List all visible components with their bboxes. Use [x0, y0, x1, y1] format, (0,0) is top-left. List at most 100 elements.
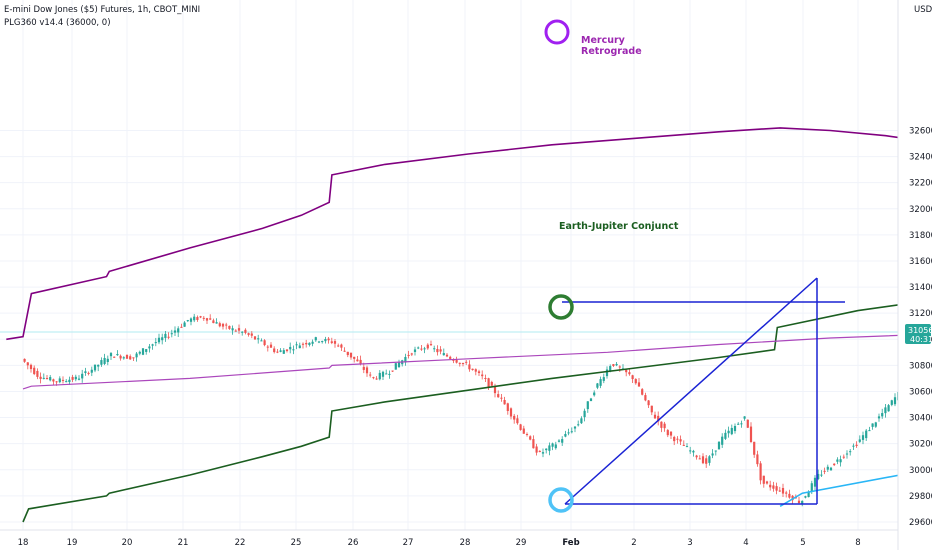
candle-body [340, 344, 343, 348]
candle-body [820, 474, 823, 476]
candle-body [177, 328, 180, 333]
mercury-line [6, 127, 932, 341]
candle-body [439, 349, 442, 352]
candle-body [420, 348, 423, 350]
candle-body [282, 350, 285, 354]
candle-body [583, 410, 586, 418]
candle-body [45, 378, 49, 380]
candle-body [836, 459, 839, 462]
candle-body [391, 370, 394, 372]
countdown-value: 40:31 [910, 335, 932, 344]
cyan-circle [548, 487, 574, 513]
time-tick-label: 5 [800, 538, 805, 548]
candle-body [151, 344, 154, 346]
candle-body [525, 434, 529, 436]
candle-body [685, 446, 689, 448]
candle-body [209, 318, 212, 320]
candle-body [33, 367, 36, 375]
mercury-retrograde-label[interactable]: Mercury Retrograde [581, 35, 642, 57]
candle-body [567, 432, 570, 434]
candle-body [516, 418, 519, 424]
candle-body [641, 389, 644, 395]
candle-body [461, 363, 465, 365]
indicator-lines [6, 127, 932, 523]
candle-body [631, 375, 634, 380]
candle-body [778, 490, 781, 492]
time-tick-label: 22 [235, 538, 246, 548]
candle-body [711, 453, 714, 456]
candle-body [692, 450, 695, 453]
candle-body [109, 353, 113, 357]
candle-body [29, 364, 33, 370]
candle-body [746, 419, 749, 428]
candle-body [509, 408, 513, 417]
candle-body [289, 346, 292, 350]
candle-body [42, 377, 45, 379]
candle-body [698, 458, 701, 460]
candle-body [170, 333, 173, 335]
time-tick-label: Feb [562, 538, 579, 548]
mercury-retrograde-circle [544, 19, 570, 45]
earth-jupiter-label[interactable]: Earth-Jupiter Conjunct [559, 221, 679, 232]
candle-body [609, 366, 612, 372]
candle-body [759, 463, 762, 481]
candle-body [234, 330, 237, 332]
candle-body [570, 431, 573, 433]
candle-body [346, 351, 349, 356]
candle-body [74, 376, 77, 380]
candle-body [458, 362, 461, 364]
candle-body [52, 379, 55, 382]
candle-body [529, 436, 532, 440]
candle-body [433, 348, 436, 350]
candle-body [772, 485, 775, 489]
candle-body [87, 372, 90, 374]
candle-body [132, 357, 135, 359]
price-tick-label: 32000 [909, 205, 932, 215]
candle-body [765, 481, 769, 484]
candle-body [545, 448, 548, 451]
candlestick-series [23, 313, 932, 507]
candle-body [724, 432, 727, 439]
candle-body [106, 358, 109, 362]
candle-body [874, 422, 877, 427]
candle-body [743, 416, 746, 419]
candle-body [596, 383, 599, 388]
candle-body [557, 440, 561, 442]
time-tick-label: 18 [18, 538, 29, 548]
candle-body [647, 400, 650, 406]
candle-body [381, 371, 385, 377]
candle-body [829, 467, 833, 471]
candle-body [314, 337, 317, 341]
candle-body [193, 316, 196, 321]
time-tick-label: 27 [403, 538, 414, 548]
candle-body [218, 323, 221, 327]
candle-body [756, 454, 759, 465]
candle-body [103, 357, 106, 364]
symbol-title[interactable]: E-mini Dow Jones ($5) Futures, 1h, CBOT_… [4, 5, 201, 15]
candle-body [788, 493, 791, 498]
indicator-title[interactable]: PLG360 v14.4 (36000, 0) [4, 18, 111, 28]
candle-body [97, 364, 100, 367]
candle-body [228, 325, 231, 329]
candle-body [884, 407, 887, 414]
candle-body [484, 377, 487, 379]
candle-body [375, 378, 378, 380]
candle-body [477, 371, 481, 374]
candle-body [212, 320, 215, 324]
candle-body [221, 323, 225, 327]
price-tick-label: 30000 [909, 466, 932, 476]
candle-body [189, 318, 193, 322]
candle-body [138, 351, 141, 354]
candle-body [269, 344, 273, 348]
candle-body [180, 326, 183, 328]
candle-body [634, 379, 637, 384]
candle-body [452, 359, 455, 361]
price-tick-label: 31800 [909, 231, 932, 241]
candle-body [148, 346, 151, 349]
candle-body [487, 378, 490, 388]
price-tick-label: 31600 [909, 257, 932, 267]
candle-body [535, 446, 538, 453]
candle-body [225, 324, 228, 326]
